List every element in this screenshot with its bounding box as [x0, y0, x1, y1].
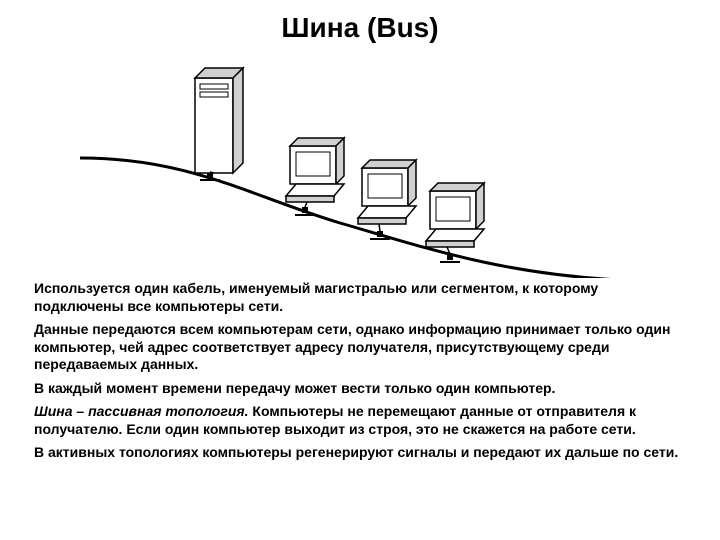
body-text: Используется один кабель, именуемый маги… [0, 278, 720, 462]
paragraph-2: Данные передаются всем компьютерам сети,… [34, 321, 686, 374]
paragraph-4-emphasis: Шина – пассивная топология. [34, 403, 249, 419]
paragraph-5: В активных топологиях компьютеры регенер… [34, 444, 686, 462]
paragraph-1: Используется один кабель, именуемый маги… [34, 280, 686, 315]
page-title: Шина (Bus) [0, 0, 720, 48]
paragraph-3: В каждый момент времени передачу может в… [34, 380, 686, 398]
paragraph-4: Шина – пассивная топология. Компьютеры н… [34, 403, 686, 438]
bus-topology-diagram [0, 48, 720, 278]
